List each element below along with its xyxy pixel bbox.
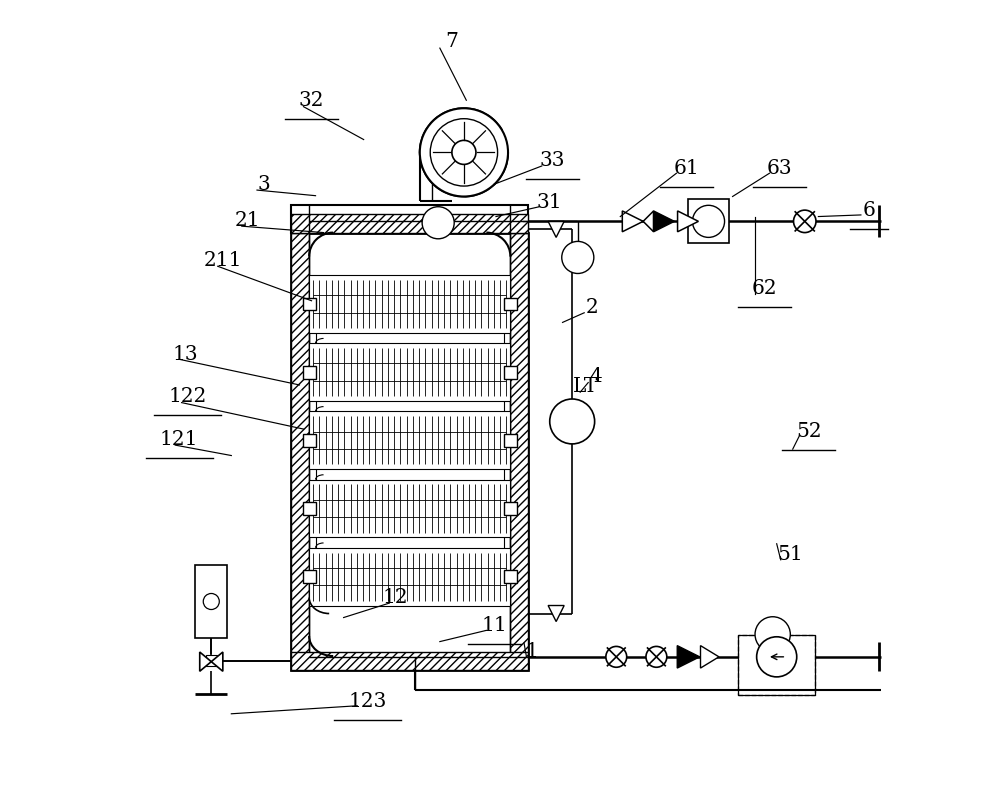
Bar <box>291 652 528 670</box>
Bar <box>504 298 517 310</box>
Bar <box>303 298 316 310</box>
Bar <box>504 366 517 379</box>
Text: 63: 63 <box>766 159 792 178</box>
Text: 31: 31 <box>537 192 563 212</box>
Bar <box>291 233 309 670</box>
Text: 62: 62 <box>752 279 777 298</box>
Text: 4: 4 <box>590 367 603 387</box>
Bar <box>738 635 815 695</box>
Circle shape <box>562 241 594 273</box>
Text: 51: 51 <box>777 545 803 565</box>
Text: 211: 211 <box>204 251 243 270</box>
Polygon shape <box>548 221 564 237</box>
Circle shape <box>430 119 498 186</box>
Text: 21: 21 <box>235 211 260 230</box>
Bar <box>309 548 510 606</box>
Polygon shape <box>548 606 564 622</box>
Text: 61: 61 <box>673 159 699 178</box>
Text: 122: 122 <box>168 387 206 407</box>
Polygon shape <box>211 652 223 671</box>
Circle shape <box>794 210 816 233</box>
Text: 2: 2 <box>586 298 599 317</box>
Circle shape <box>422 207 454 239</box>
Text: 7: 7 <box>445 32 458 51</box>
Bar <box>309 411 510 469</box>
Circle shape <box>606 646 627 667</box>
Circle shape <box>203 593 219 610</box>
Text: T: T <box>435 218 441 228</box>
Polygon shape <box>654 211 674 232</box>
Bar <box>504 570 517 583</box>
Polygon shape <box>622 211 643 232</box>
Bar <box>688 199 729 243</box>
Bar <box>303 570 316 583</box>
Text: 1: 1 <box>526 642 539 661</box>
Polygon shape <box>677 646 700 668</box>
Circle shape <box>692 205 725 237</box>
Text: 6: 6 <box>862 200 875 220</box>
Circle shape <box>757 637 797 677</box>
Text: 123: 123 <box>348 692 387 711</box>
Text: 32: 32 <box>299 91 324 110</box>
Bar <box>504 502 517 515</box>
Bar <box>291 214 528 233</box>
Text: 12: 12 <box>383 588 409 607</box>
Polygon shape <box>700 646 719 668</box>
Text: T: T <box>575 253 581 262</box>
Circle shape <box>452 140 476 164</box>
Circle shape <box>420 108 508 196</box>
Circle shape <box>755 617 790 652</box>
Text: 3: 3 <box>257 175 270 194</box>
Bar <box>195 565 227 638</box>
Text: P: P <box>770 630 776 639</box>
Text: 121: 121 <box>160 430 198 449</box>
Bar <box>291 233 528 670</box>
Bar <box>504 434 517 447</box>
Bar <box>309 480 510 537</box>
Bar <box>309 275 510 333</box>
Polygon shape <box>678 211 698 232</box>
Bar <box>309 343 510 401</box>
Text: 13: 13 <box>173 345 198 364</box>
Bar <box>510 233 528 670</box>
Bar <box>291 205 528 233</box>
Text: 52: 52 <box>796 422 822 441</box>
Polygon shape <box>200 652 211 671</box>
Text: 11: 11 <box>482 616 507 635</box>
Text: P: P <box>705 217 712 226</box>
Bar <box>738 635 815 695</box>
Text: LT: LT <box>566 416 578 427</box>
Polygon shape <box>643 211 654 232</box>
Bar <box>206 655 217 666</box>
Bar <box>303 434 316 447</box>
Text: 33: 33 <box>539 151 565 170</box>
Bar <box>303 502 316 515</box>
Circle shape <box>646 646 667 667</box>
Bar <box>303 366 316 379</box>
Text: LT: LT <box>573 377 598 396</box>
Circle shape <box>550 399 595 444</box>
